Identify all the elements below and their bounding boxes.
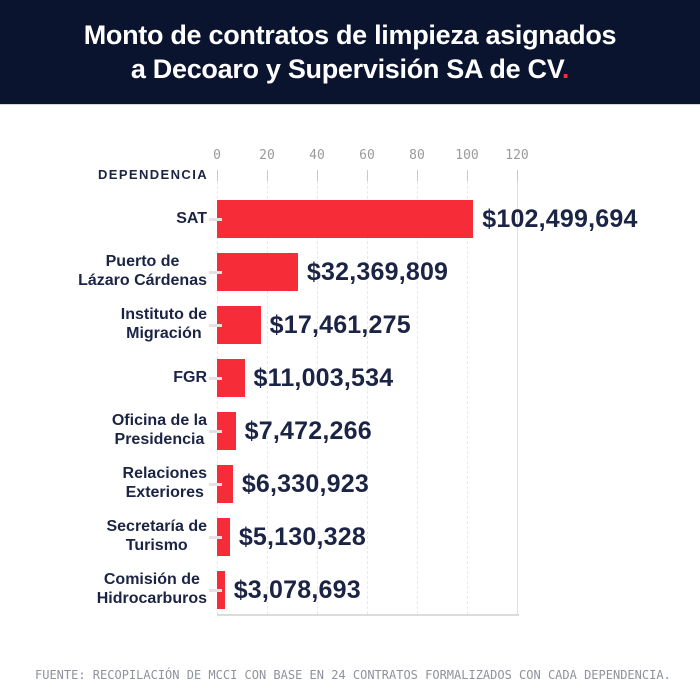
category-tick-mark bbox=[209, 589, 222, 592]
x-tick-mark bbox=[367, 170, 368, 181]
gridline bbox=[517, 181, 518, 614]
x-axis-line bbox=[217, 614, 519, 616]
x-tick-mark bbox=[267, 170, 268, 181]
source-note: FUENTE: RECOPILACIÓN DE MCCI CON BASE EN… bbox=[35, 668, 671, 682]
category-tick-mark bbox=[209, 324, 222, 327]
bar-chart: DEPENDENCIA 0 20 40 60 80 100 120 SAT $102,499,6… bbox=[0, 104, 700, 644]
gridline bbox=[367, 181, 368, 614]
gridline bbox=[217, 181, 218, 614]
column-header-dependencia: DEPENDENCIA bbox=[97, 167, 208, 182]
bar bbox=[217, 306, 261, 344]
value-label: $17,461,275 bbox=[269, 311, 411, 339]
category-label: Instituto de Migración bbox=[120, 306, 207, 342]
value-label: $102,499,694 bbox=[482, 205, 638, 233]
header-banner: Monto de contratos de limpieza asignados… bbox=[0, 0, 700, 105]
category-tick-mark bbox=[209, 430, 222, 433]
x-tick-mark bbox=[417, 170, 418, 181]
x-tick-mark bbox=[467, 170, 468, 181]
x-tick-label: 80 bbox=[409, 148, 425, 163]
x-tick-label: 40 bbox=[309, 148, 325, 163]
category-tick-mark bbox=[209, 536, 222, 539]
x-tick-mark bbox=[517, 170, 518, 181]
value-label: $5,130,328 bbox=[238, 523, 366, 551]
x-tick-mark bbox=[217, 170, 218, 181]
category-label: Oficina de la Presidencia bbox=[111, 412, 207, 448]
category-label: FGR bbox=[173, 368, 207, 386]
category-tick-mark bbox=[209, 218, 222, 221]
bar bbox=[217, 200, 474, 238]
gridline bbox=[417, 181, 418, 614]
value-label: $11,003,534 bbox=[253, 364, 394, 392]
category-label: Relaciones Exteriores bbox=[122, 465, 207, 501]
x-tick-label: 60 bbox=[359, 148, 375, 163]
category-label: Puerto de Lázaro Cárdenas bbox=[78, 253, 207, 289]
category-tick-mark bbox=[209, 271, 222, 274]
bar bbox=[217, 253, 298, 291]
category-label: SAT bbox=[176, 209, 207, 227]
gridline bbox=[467, 181, 468, 614]
x-tick-label: 120 bbox=[505, 148, 529, 163]
bar bbox=[217, 518, 230, 556]
value-label: $32,369,809 bbox=[306, 258, 449, 286]
category-tick-mark bbox=[209, 377, 222, 380]
bar bbox=[217, 465, 233, 503]
x-tick-label: 100 bbox=[455, 148, 479, 163]
x-tick-label: 20 bbox=[259, 148, 275, 163]
category-label: Secretaría de Turismo bbox=[106, 518, 207, 554]
value-label: $6,330,923 bbox=[241, 470, 369, 498]
category-tick-mark bbox=[209, 483, 222, 486]
value-label: $7,472,266 bbox=[244, 417, 372, 445]
category-label: Comisión de Hidrocarburos bbox=[96, 571, 207, 607]
bar bbox=[217, 412, 236, 450]
title-line-2: a Decoaro y Supervisión SA de CV bbox=[130, 54, 562, 84]
gridline bbox=[317, 181, 318, 614]
value-label: $3,078,693 bbox=[233, 576, 361, 604]
x-tick-mark bbox=[317, 170, 318, 181]
title-line-1: Monto de contratos de limpieza asignados bbox=[83, 20, 617, 50]
footer: FUENTE: RECOPILACIÓN DE MCCI CON BASE EN… bbox=[35, 668, 695, 682]
chart-title: Monto de contratos de limpieza asignados… bbox=[84, 18, 617, 86]
x-tick-label: 0 bbox=[213, 148, 221, 163]
gridline bbox=[267, 181, 268, 614]
plot-area: 0 20 40 60 80 100 120 SAT $102,499,694 Puerto de … bbox=[0, 104, 700, 644]
title-period-accent: . bbox=[561, 54, 570, 84]
